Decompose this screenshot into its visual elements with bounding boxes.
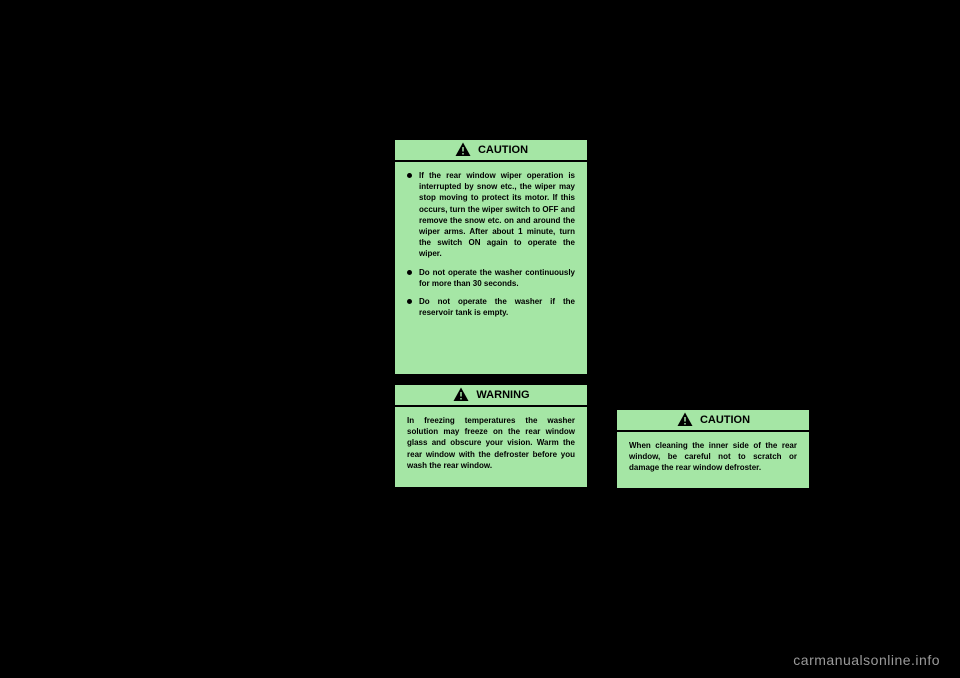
warning-box: WARNING In freezing temperatures the was… xyxy=(395,385,587,487)
warning-triangle-icon xyxy=(452,386,470,404)
caution-list: If the rear window wiper operation is in… xyxy=(407,170,575,318)
list-item: Do not operate the washer if the reservo… xyxy=(407,296,575,318)
caution-title-2: CAUTION xyxy=(700,414,750,426)
watermark: carmanualsonline.info xyxy=(793,652,940,668)
caution-box-2: CAUTION When cleaning the inner side of … xyxy=(617,410,809,488)
warning-title: WARNING xyxy=(476,389,529,401)
list-item: If the rear window wiper operation is in… xyxy=(407,170,575,260)
caution-box-1: CAUTION If the rear window wiper operati… xyxy=(395,140,587,374)
caution-body-2: When cleaning the inner side of the rear… xyxy=(617,432,809,482)
caution-header-2: CAUTION xyxy=(617,410,809,432)
list-item: Do not operate the washer continuously f… xyxy=(407,267,575,289)
warning-body: In freezing temperatures the washer solu… xyxy=(395,407,587,479)
warning-triangle-icon xyxy=(454,141,472,159)
caution-title-1: CAUTION xyxy=(478,144,528,156)
caution-body-1: If the rear window wiper operation is in… xyxy=(395,162,587,333)
warning-triangle-icon xyxy=(676,411,694,429)
warning-header: WARNING xyxy=(395,385,587,407)
caution-header-1: CAUTION xyxy=(395,140,587,162)
